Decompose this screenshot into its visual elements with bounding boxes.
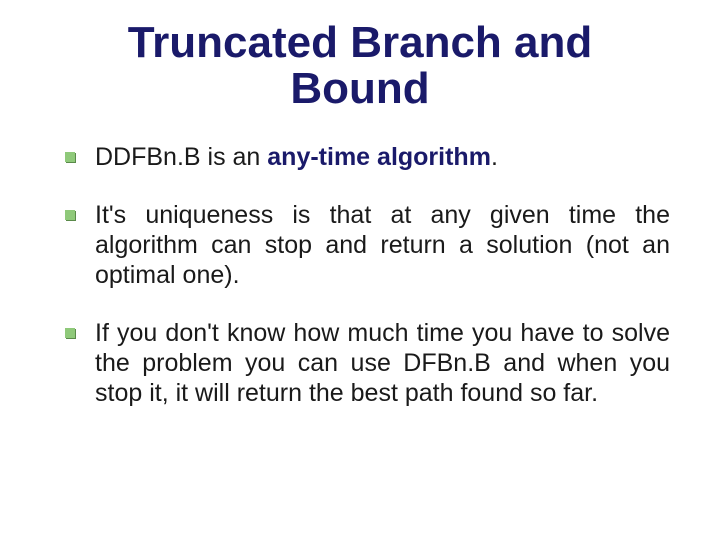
bullet-list: DDFBn.B is an any-time algorithmany-time… [65, 142, 670, 408]
slide: Truncated Branch and Bound DDFBn.B is an… [0, 0, 720, 540]
bullet-text-prefix: DDFBn.B is an [95, 143, 267, 171]
bullet-text-suffix: . [491, 143, 498, 171]
slide-title: Truncated Branch and Bound [50, 20, 670, 112]
title-line-2: Bound [290, 66, 429, 112]
title-line-1: Truncated Branch and [128, 20, 593, 66]
list-item: It's uniqueness is that at any given tim… [65, 200, 670, 290]
list-item: If you don't know how much time you have… [65, 318, 670, 408]
bullet-text: It's uniqueness is that at any given tim… [95, 201, 670, 289]
bullet-text: If you don't know how much time you have… [95, 319, 670, 407]
list-item: DDFBn.B is an any-time algorithmany-time… [65, 142, 670, 172]
emphasized-term: any-time algorithmany-time algorithm [267, 142, 491, 172]
